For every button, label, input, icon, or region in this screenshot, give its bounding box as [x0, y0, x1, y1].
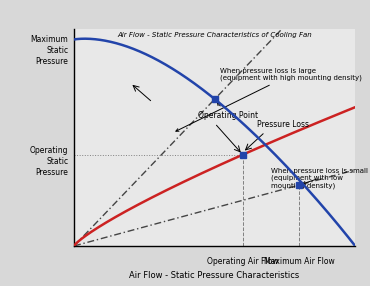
Text: Maximum Air Flow: Maximum Air Flow — [263, 257, 334, 266]
Text: Air Flow - Static Pressure Characteristics: Air Flow - Static Pressure Characteristi… — [130, 271, 300, 280]
Text: Operating
Static
Pressure: Operating Static Pressure — [30, 146, 68, 177]
Text: Maximum
Static
Pressure: Maximum Static Pressure — [31, 35, 68, 66]
Text: Operating Air Flow: Operating Air Flow — [207, 257, 279, 266]
Text: When pressure loss is large
(equipment with high mounting density): When pressure loss is large (equipment w… — [176, 68, 362, 131]
Text: When pressure loss is small
(equipment with low
mounting density): When pressure loss is small (equipment w… — [271, 168, 368, 189]
Text: Operating Point: Operating Point — [198, 102, 258, 120]
Text: Pressure Loss: Pressure Loss — [257, 120, 309, 129]
Text: Air Flow - Static Pressure Characteristics of Cooling Fan: Air Flow - Static Pressure Characteristi… — [117, 32, 312, 38]
